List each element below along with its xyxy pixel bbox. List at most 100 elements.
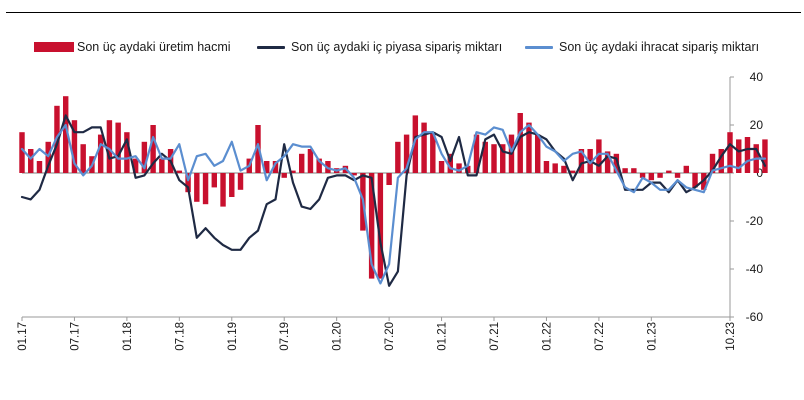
production-bar [421,122,427,173]
production-bar [447,153,454,173]
production-bar [194,173,200,202]
production-bar [561,165,567,173]
production-bar [237,173,244,190]
production-bar [552,163,558,173]
production-bar [569,170,576,173]
production-bar [639,173,646,178]
production-bar [692,173,698,188]
production-bar [290,170,296,173]
production-bar [395,141,401,173]
production-bar [604,151,611,173]
production-bar [674,173,681,178]
production-bar [534,134,541,173]
y-tick-label: 40 [750,70,764,84]
x-tick-label: 01.23 [646,322,658,351]
production-bar [412,115,419,173]
production-bar [430,132,436,173]
legend-swatch-production [34,42,74,52]
x-tick-label: 01.18 [122,322,134,351]
production-bar [631,168,637,173]
export-line [20,123,767,285]
x-tick-label: 07.19 [279,322,291,351]
production-bar [272,161,279,173]
production-bar [666,170,672,173]
production-bar [718,149,724,173]
production-bar [377,173,384,279]
production-bar [482,141,488,173]
x-tick-label: 07.21 [489,322,501,351]
y-tick-label: 0 [756,166,763,180]
production-bar [526,122,532,173]
production-bar [648,173,655,181]
production-bar [727,132,733,173]
production-bar [622,168,628,173]
production-bar [744,137,751,173]
y-tick-label: -60 [746,310,764,324]
production-bar [19,132,25,173]
legend-label-production: Son üç aydaki üretim hacmi [77,40,231,54]
production-bar [141,141,148,173]
production-bar [159,158,165,173]
production-bar [132,158,139,173]
production-bar [185,173,191,193]
production-bar [473,134,480,173]
production-bar [736,139,742,173]
production-bar [456,163,462,173]
x-tick-label: 07.20 [384,322,396,351]
legend-item-export: Son üç aydaki ihracat sipariş miktarı [525,40,759,54]
production-bar [368,173,375,279]
production-bar [762,139,768,173]
production-bar [307,149,314,173]
production-bar [683,165,690,173]
production-bar [500,144,506,173]
production-bar [543,161,550,173]
production-bar [578,149,585,173]
production-bar [316,158,322,173]
legend-label-export: Son üç aydaki ihracat sipariş miktarı [559,40,760,54]
production-bar [264,161,270,173]
legend: Son üç aydaki üretim hacmi Son üç aydaki… [0,40,804,66]
production-bar [517,113,523,173]
production-bar [106,120,113,173]
legend-label-domestic: Son üç aydaki iç piyasa sipariş miktarı [291,40,503,54]
x-tick-label: 01.22 [541,322,553,351]
production-bar [465,165,471,173]
y-tick-label: 20 [750,118,764,132]
production-bar [351,173,357,176]
production-bar [657,173,663,178]
y-tick-label: -40 [746,262,764,276]
production-bar [71,120,78,173]
production-bar [211,173,218,188]
production-bar [229,173,235,197]
top-rule [6,12,801,13]
production-bar [36,161,43,173]
x-tick-label: 01.20 [332,322,344,351]
production-bar [491,144,497,173]
production-bar [281,173,287,178]
production-bar [403,134,410,173]
production-bar [150,125,156,173]
x-tick-label: 01.21 [437,322,449,351]
production-bar [202,173,209,205]
x-tick-label: 07.22 [594,322,606,351]
x-tick-label: 07.18 [174,322,186,351]
production-bar [255,125,261,173]
production-bar [176,170,183,173]
x-tick-label: 10.23 [725,322,737,351]
legend-item-domestic: Son üç aydaki iç piyasa sipariş miktarı [257,40,502,54]
production-bar [298,153,305,173]
production-bar [62,96,69,173]
production-bar [124,132,130,173]
production-bar [45,141,51,173]
y-tick-label: -20 [746,214,764,228]
production-bar [115,122,121,173]
production-bar [386,173,392,185]
production-bar [438,161,445,173]
production-bar [97,134,104,173]
production-bar [709,153,716,173]
production-bar [613,153,620,173]
x-tick-label: 01.17 [17,322,29,351]
production-bar [596,139,602,173]
